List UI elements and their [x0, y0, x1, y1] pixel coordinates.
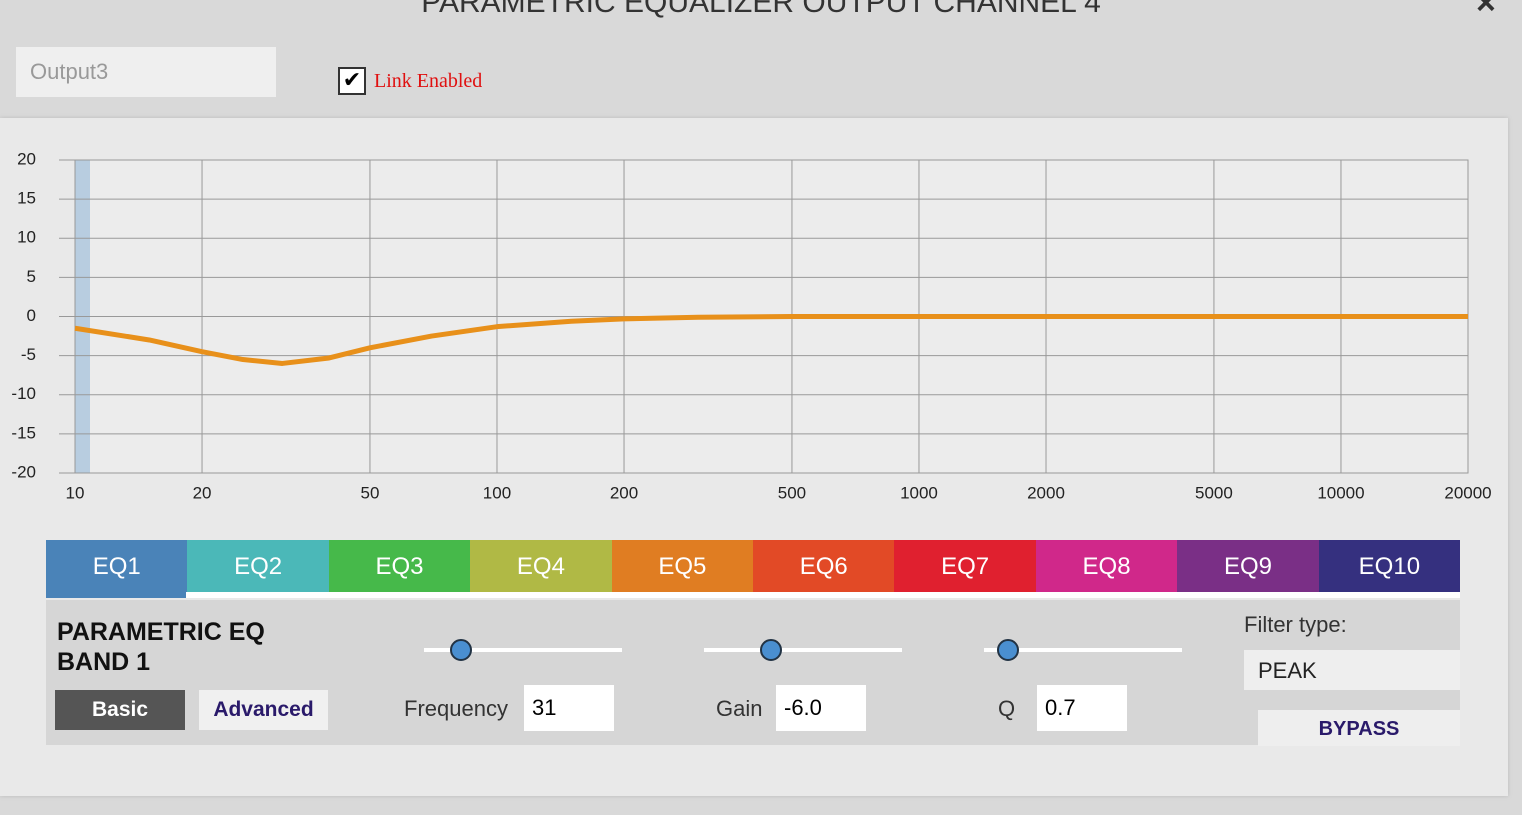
band-title-line: BAND 1: [57, 648, 151, 676]
gain-slider[interactable]: [704, 648, 902, 652]
slider-knob[interactable]: [760, 639, 782, 661]
slider-knob[interactable]: [450, 639, 472, 661]
bypass-button[interactable]: BYPASS: [1258, 710, 1460, 746]
eq-tab[interactable]: EQ3: [328, 540, 471, 592]
x-tick-label: 2000: [1027, 483, 1065, 502]
advanced-button[interactable]: Advanced: [199, 690, 328, 730]
field-label: Q: [998, 696, 1016, 721]
x-tick-label: 10000: [1317, 483, 1364, 502]
tab-underline: [46, 592, 1460, 598]
window-title: PARAMETRIC EQUALIZER OUTPUT CHANNEL 4: [421, 0, 1101, 19]
eq-tab[interactable]: EQ10: [1318, 540, 1461, 592]
x-tick-label: 5000: [1195, 483, 1233, 502]
y-tick-label: 5: [27, 267, 36, 286]
filter-label: Filter type:: [1244, 612, 1347, 637]
q-input[interactable]: 0.7: [1037, 685, 1127, 731]
eq-tab[interactable]: EQ2: [187, 540, 329, 592]
band-title-line: PARAMETRIC EQ: [57, 618, 265, 646]
field-label: Frequency: [404, 696, 508, 721]
x-tick-label: 10: [66, 483, 85, 502]
x-tick-label: 100: [483, 483, 511, 502]
y-tick-label: -20: [11, 462, 36, 481]
frequency-input[interactable]: 31: [524, 685, 614, 731]
y-tick-label: 0: [27, 306, 36, 325]
band-title: PARAMETRIC EQ BAND 1: [57, 617, 265, 677]
link-label: Link Enabled: [374, 70, 483, 92]
y-tick-label: 15: [17, 189, 36, 208]
x-tick-label: 20: [193, 483, 212, 502]
x-tick-label: 200: [610, 483, 638, 502]
tab-bar: EQ1 EQ2 EQ3 EQ4 EQ5 EQ6 EQ7 EQ8 EQ9 EQ10: [46, 540, 1461, 592]
output-name[interactable]: Output3: [16, 47, 276, 97]
y-tick-label: 20: [17, 149, 36, 168]
close-button[interactable]: ×: [1476, 0, 1496, 22]
x-tick-label: 1000: [900, 483, 938, 502]
y-tick-label: -15: [11, 423, 36, 442]
eq-tab[interactable]: EQ4: [470, 540, 612, 592]
active-tab-underline: [46, 592, 186, 598]
eq-tab[interactable]: EQ9: [1177, 540, 1319, 592]
eq-tab[interactable]: EQ1: [46, 540, 188, 592]
y-tick-label: 10: [17, 228, 36, 247]
y-tick-label: -10: [11, 384, 36, 403]
slider-knob[interactable]: [997, 639, 1019, 661]
link-checkbox[interactable]: ✔: [338, 67, 366, 95]
basic-button[interactable]: Basic: [55, 690, 185, 730]
eq-tab[interactable]: EQ7: [894, 540, 1036, 592]
y-tick-label: -5: [21, 345, 36, 364]
q-slider[interactable]: [984, 648, 1182, 652]
x-tick-label: 20000: [1444, 483, 1491, 502]
gain-input[interactable]: -6.0: [776, 685, 866, 731]
x-tick-label: 500: [778, 483, 806, 502]
frequency-slider[interactable]: [424, 648, 622, 652]
eq-tab[interactable]: EQ6: [753, 540, 895, 592]
x-tick-label: 50: [360, 483, 379, 502]
eq-tab[interactable]: EQ8: [1035, 540, 1178, 592]
filter-select[interactable]: PEAK: [1244, 650, 1460, 690]
eq-tab[interactable]: EQ5: [611, 540, 754, 592]
eq-curve: [74, 314, 1468, 366]
field-label: Gain: [716, 696, 763, 721]
